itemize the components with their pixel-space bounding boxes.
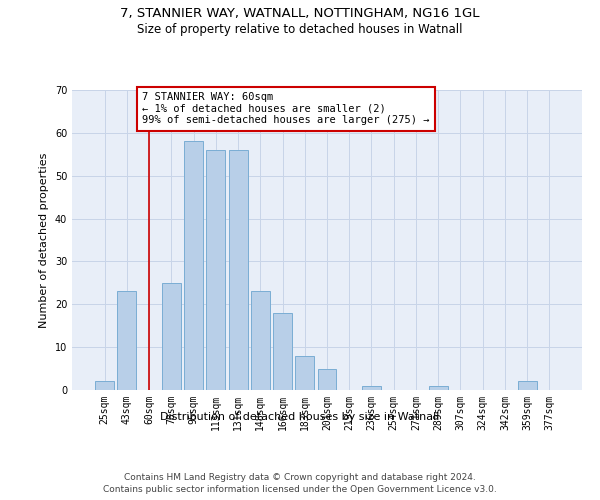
Y-axis label: Number of detached properties: Number of detached properties <box>39 152 49 328</box>
Bar <box>162 283 181 390</box>
Bar <box>229 150 248 390</box>
Text: Distribution of detached houses by size in Watnall: Distribution of detached houses by size … <box>160 412 440 422</box>
Bar <box>429 386 448 390</box>
Bar <box>118 292 136 390</box>
Bar <box>295 356 314 390</box>
Bar <box>317 368 337 390</box>
Text: 7 STANNIER WAY: 60sqm
← 1% of detached houses are smaller (2)
99% of semi-detach: 7 STANNIER WAY: 60sqm ← 1% of detached h… <box>142 92 430 126</box>
Text: 7, STANNIER WAY, WATNALL, NOTTINGHAM, NG16 1GL: 7, STANNIER WAY, WATNALL, NOTTINGHAM, NG… <box>120 8 480 20</box>
Bar <box>95 382 114 390</box>
Bar <box>273 313 292 390</box>
Text: Contains HM Land Registry data © Crown copyright and database right 2024.: Contains HM Land Registry data © Crown c… <box>124 472 476 482</box>
Bar <box>206 150 225 390</box>
Bar <box>184 142 203 390</box>
Bar <box>251 292 270 390</box>
Text: Size of property relative to detached houses in Watnall: Size of property relative to detached ho… <box>137 22 463 36</box>
Bar <box>362 386 381 390</box>
Bar <box>518 382 536 390</box>
Text: Contains public sector information licensed under the Open Government Licence v3: Contains public sector information licen… <box>103 485 497 494</box>
